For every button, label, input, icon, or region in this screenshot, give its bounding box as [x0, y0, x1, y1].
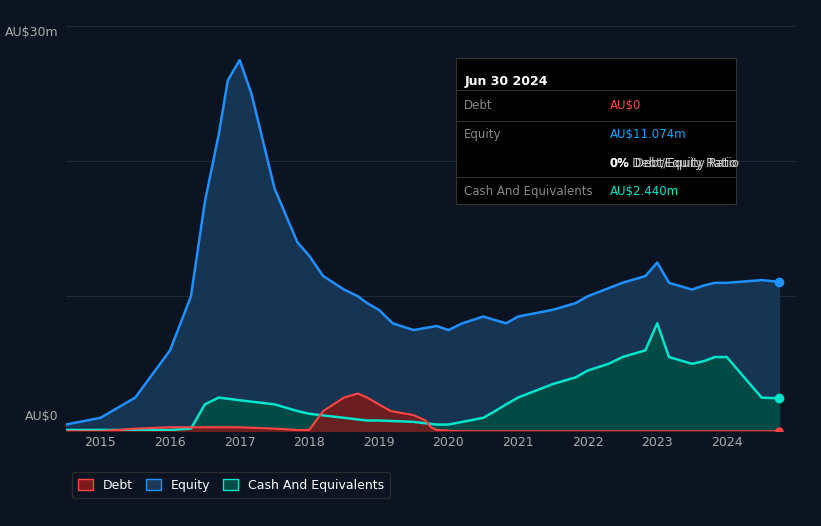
- Text: Cash And Equivalents: Cash And Equivalents: [464, 185, 593, 198]
- Text: 0%: 0%: [610, 157, 630, 170]
- Text: Equity: Equity: [464, 128, 502, 141]
- Text: Jun 30 2024: Jun 30 2024: [464, 75, 548, 88]
- Text: AU$2.440m: AU$2.440m: [610, 185, 679, 198]
- Text: AU$30m: AU$30m: [5, 26, 58, 39]
- Text: Debt/Equity Ratio: Debt/Equity Ratio: [631, 157, 739, 170]
- Text: AU$0: AU$0: [25, 410, 58, 423]
- Text: Debt: Debt: [464, 99, 493, 112]
- Text: AU$0: AU$0: [610, 99, 641, 112]
- Legend: Debt, Equity, Cash And Equivalents: Debt, Equity, Cash And Equivalents: [72, 472, 390, 498]
- Text: 0% Debt/Equity Ratio: 0% Debt/Equity Ratio: [610, 157, 736, 170]
- Text: AU$11.074m: AU$11.074m: [610, 128, 686, 141]
